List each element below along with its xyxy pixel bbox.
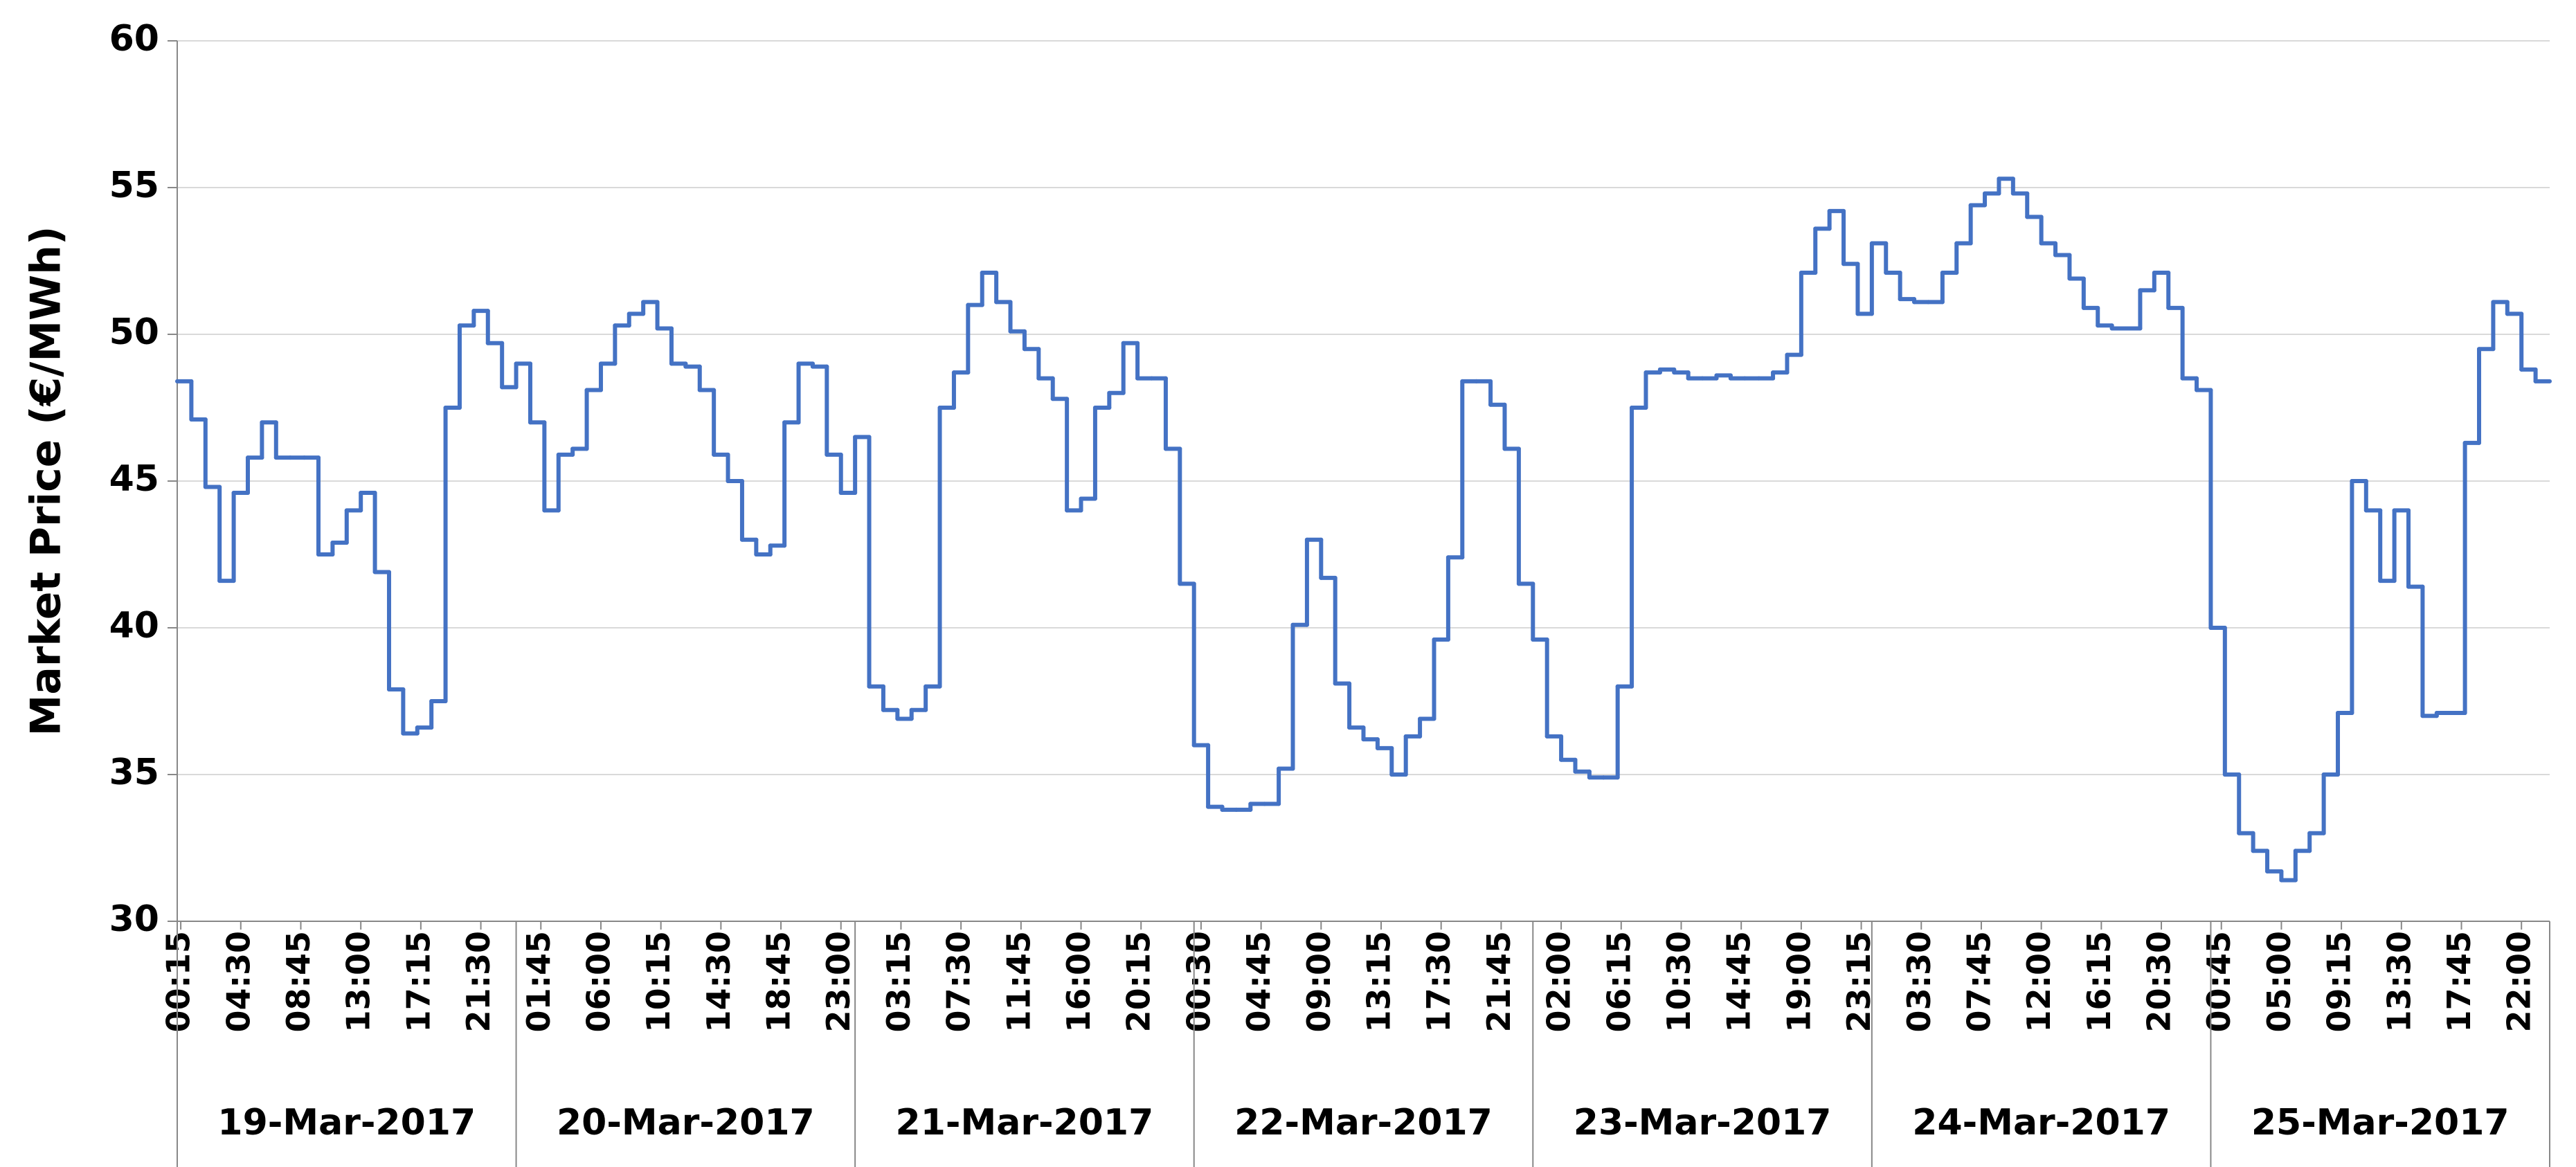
x-tick-label: 11:45 [1000, 931, 1037, 1032]
x-tick-label: 01:45 [520, 931, 557, 1032]
x-tick-label: 17:45 [2440, 931, 2478, 1032]
x-tick-label: 07:30 [940, 931, 978, 1032]
x-tick-label: 09:00 [1300, 931, 1337, 1032]
y-tick-label: 35 [109, 752, 159, 793]
y-axis-title: Market Price (€/MWh) [22, 226, 71, 736]
x-tick-label: 13:30 [2380, 931, 2417, 1032]
x-tick-label: 20:30 [2141, 931, 2178, 1032]
day-label: 25-Mar-2017 [2251, 1102, 2510, 1143]
x-tick-label: 04:30 [219, 931, 257, 1032]
x-tick-label: 13:00 [340, 931, 377, 1032]
x-tick-label: 00:15 [160, 931, 197, 1032]
x-tick-label: 06:15 [1600, 931, 1637, 1032]
day-label: 19-Mar-2017 [217, 1102, 476, 1143]
day-label: 22-Mar-2017 [1234, 1102, 1493, 1143]
x-tick-label: 14:45 [1720, 931, 1758, 1032]
x-tick-label: 14:30 [700, 931, 737, 1032]
x-tick-label: 17:30 [1420, 931, 1457, 1032]
x-tick-label: 12:00 [2020, 931, 2057, 1032]
x-tick-label: 08:45 [280, 931, 317, 1032]
x-tick-label: 07:45 [1960, 931, 1997, 1032]
x-tick-label: 02:00 [1540, 931, 1578, 1032]
x-tick-label: 16:00 [1060, 931, 1097, 1032]
y-tick-label: 30 [109, 898, 159, 940]
day-label: 21-Mar-2017 [896, 1102, 1154, 1143]
y-tick-label: 40 [109, 605, 159, 646]
y-tick-label: 55 [109, 165, 159, 206]
x-tick-label: 03:15 [880, 931, 917, 1032]
x-tick-label: 22:00 [2501, 931, 2538, 1032]
x-tick-label: 09:15 [2321, 931, 2358, 1032]
x-tick-label: 23:00 [820, 931, 857, 1032]
y-tick-label: 60 [109, 18, 159, 60]
x-tick-label: 05:00 [2260, 931, 2298, 1032]
day-label: 24-Mar-2017 [1912, 1102, 2170, 1143]
x-tick-label: 18:45 [760, 931, 798, 1032]
y-tick-label: 50 [109, 311, 159, 353]
x-tick-label: 00:45 [2200, 931, 2237, 1032]
x-tick-label: 17:15 [399, 931, 437, 1032]
x-tick-label: 10:15 [640, 931, 677, 1032]
y-tick-label: 45 [109, 458, 159, 500]
x-tick-label: 00:30 [1180, 931, 1217, 1032]
x-tick-label: 13:15 [1360, 931, 1397, 1032]
x-tick-label: 10:30 [1660, 931, 1697, 1032]
x-tick-label: 06:00 [579, 931, 617, 1032]
x-tick-label: 21:45 [1480, 931, 1517, 1032]
x-tick-label: 04:45 [1240, 931, 1277, 1032]
day-label: 20-Mar-2017 [557, 1102, 815, 1143]
x-tick-label: 21:30 [460, 931, 497, 1032]
x-tick-label: 20:15 [1120, 931, 1158, 1032]
day-label: 23-Mar-2017 [1574, 1102, 1832, 1143]
x-tick-label: 03:30 [1900, 931, 1938, 1032]
x-tick-label: 16:15 [2080, 931, 2118, 1032]
x-tick-label: 19:00 [1780, 931, 1817, 1032]
